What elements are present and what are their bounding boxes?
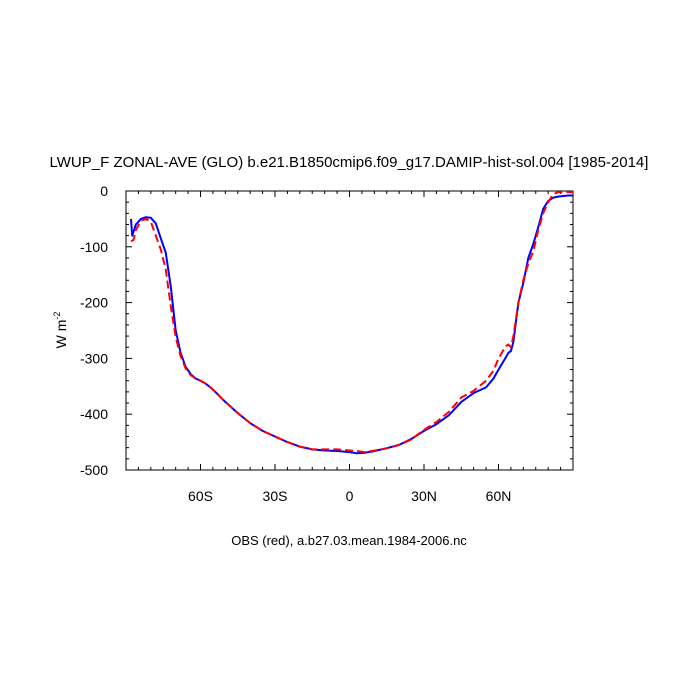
y-axis-label-superscript: -2 (52, 312, 62, 320)
x-tick-label: 60S (188, 488, 213, 504)
y-tick-label: -400 (80, 406, 108, 422)
plot-frame (125, 190, 574, 471)
y-axis-label: W m-2 (52, 312, 69, 349)
y-tick-label: -100 (80, 239, 108, 255)
tick-marks (125, 190, 574, 471)
x-axis-tick-labels: 60S 30S 0 30N 60N (188, 488, 511, 504)
series-line-red-dashed (130, 191, 573, 454)
y-tick-label: -300 (80, 350, 108, 366)
chart-title: LWUP_F ZONAL-AVE (GLO) b.e21.B1850cmip6.… (50, 154, 649, 171)
plot-area (125, 190, 574, 471)
x-tick-label: 60N (486, 488, 512, 504)
chart-subtitle: OBS (red), a.b27.03.mean.1984-2006.nc (231, 533, 467, 548)
y-tick-label: -200 (80, 295, 108, 311)
y-axis-tick-labels: 0 -100 -200 -300 -400 -500 (80, 183, 108, 478)
x-tick-label: 30S (263, 488, 288, 504)
y-tick-label: -500 (80, 462, 108, 478)
x-tick-label: 0 (346, 488, 354, 504)
x-tick-label: 30N (411, 488, 437, 504)
series-line-blue-solid (130, 194, 573, 455)
series-layer (130, 191, 573, 455)
y-axis-label-text: W m (53, 320, 69, 349)
y-tick-label: 0 (100, 183, 108, 199)
